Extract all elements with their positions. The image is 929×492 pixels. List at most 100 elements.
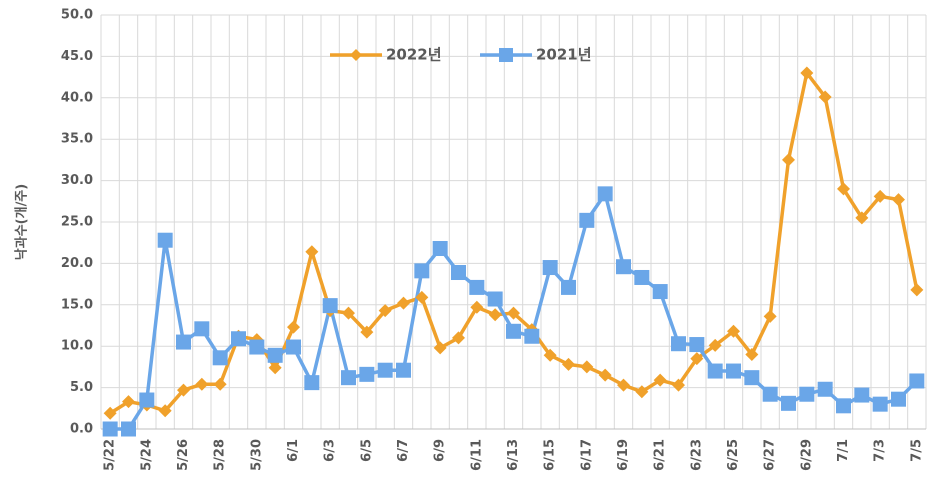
marker [689, 337, 705, 353]
y-tick-label: 20.0 [61, 256, 93, 271]
y-tick-label: 25.0 [61, 215, 93, 230]
marker [452, 331, 465, 345]
x-tick-label: 7/5 [909, 439, 924, 462]
marker [378, 304, 392, 318]
marker [597, 186, 613, 202]
marker [231, 331, 246, 347]
marker [817, 381, 833, 397]
marker [542, 260, 558, 276]
marker [909, 373, 925, 389]
y-tick-label: 10.0 [61, 339, 93, 354]
legend-swatch-marker [499, 48, 513, 62]
marker [360, 325, 374, 339]
marker [598, 368, 612, 382]
marker [469, 279, 485, 295]
marker [836, 398, 851, 414]
x-tick-label: 5/24 [139, 439, 154, 471]
marker [397, 296, 410, 310]
marker [855, 211, 869, 225]
marker [488, 308, 502, 322]
marker [359, 366, 375, 382]
marker [672, 378, 685, 392]
marker [579, 212, 595, 228]
y-axis-label: 낙과수(개/주) [14, 184, 30, 260]
marker [506, 323, 521, 339]
x-tick-label: 6/21 [653, 439, 668, 471]
marker [635, 385, 649, 399]
marker [910, 283, 924, 297]
marker [305, 245, 319, 259]
marker [690, 352, 704, 366]
x-tick-label: 6/7 [396, 439, 411, 462]
x-tick-label: 7/1 [836, 439, 851, 462]
marker [103, 406, 117, 420]
marker [121, 421, 136, 437]
marker [634, 269, 650, 285]
y-tick-label: 45.0 [61, 49, 93, 64]
marker [157, 232, 173, 248]
x-tick-label: 5/26 [176, 439, 191, 471]
y-tick-label: 0.0 [70, 422, 93, 437]
x-tick-label: 6/15 [543, 439, 558, 471]
marker [341, 370, 356, 386]
marker [744, 370, 760, 386]
x-tick-label: 6/23 [689, 439, 704, 471]
x-tick-label: 6/13 [506, 439, 521, 471]
marker [195, 377, 209, 391]
marker [799, 386, 815, 402]
marker [212, 350, 228, 366]
legend-swatch-marker [350, 49, 362, 61]
marker [176, 334, 191, 350]
series-line [109, 71, 919, 415]
marker [249, 339, 265, 355]
x-tick-label: 6/29 [799, 439, 814, 471]
x-tick-label: 6/1 [286, 439, 301, 462]
marker [561, 279, 576, 295]
y-tick-label: 50.0 [61, 8, 93, 23]
marker [139, 392, 155, 408]
marker [800, 66, 814, 80]
marker [708, 338, 722, 352]
y-tick-label: 35.0 [61, 132, 93, 147]
y-tick-label: 30.0 [61, 173, 93, 188]
y-tick-label: 5.0 [70, 380, 93, 395]
marker [762, 386, 778, 402]
marker [286, 339, 301, 355]
marker [781, 395, 796, 411]
marker [507, 306, 520, 320]
marker [782, 153, 795, 167]
marker [617, 378, 630, 392]
marker [451, 265, 466, 281]
marker [854, 387, 870, 403]
y-tick-label: 15.0 [61, 297, 93, 312]
x-tick-label: 7/3 [873, 439, 888, 462]
marker [652, 284, 668, 300]
x-tick-label: 5/22 [103, 439, 118, 471]
x-tick-label: 6/25 [726, 439, 741, 471]
x-tick-label: 6/5 [359, 439, 374, 462]
marker [562, 357, 575, 371]
marker [158, 404, 172, 418]
legend-label: 2021년 [536, 46, 592, 64]
x-tick-label: 6/3 [323, 439, 338, 462]
marker [763, 309, 777, 323]
marker [377, 362, 393, 378]
marker [837, 182, 850, 196]
marker [414, 263, 430, 279]
marker [727, 324, 740, 338]
marker [580, 360, 594, 374]
x-tick-label: 6/17 [579, 439, 594, 471]
x-tick-label: 6/9 [433, 439, 448, 462]
marker [487, 291, 503, 307]
marker [616, 259, 631, 275]
marker [726, 363, 741, 379]
marker [818, 90, 832, 104]
marker [213, 377, 227, 391]
marker [707, 363, 723, 379]
x-tick-label: 6/27 [763, 439, 778, 471]
marker [892, 193, 905, 207]
marker [415, 290, 429, 304]
marker [470, 300, 484, 314]
marker [102, 421, 118, 437]
x-tick-label: 6/11 [469, 439, 484, 471]
